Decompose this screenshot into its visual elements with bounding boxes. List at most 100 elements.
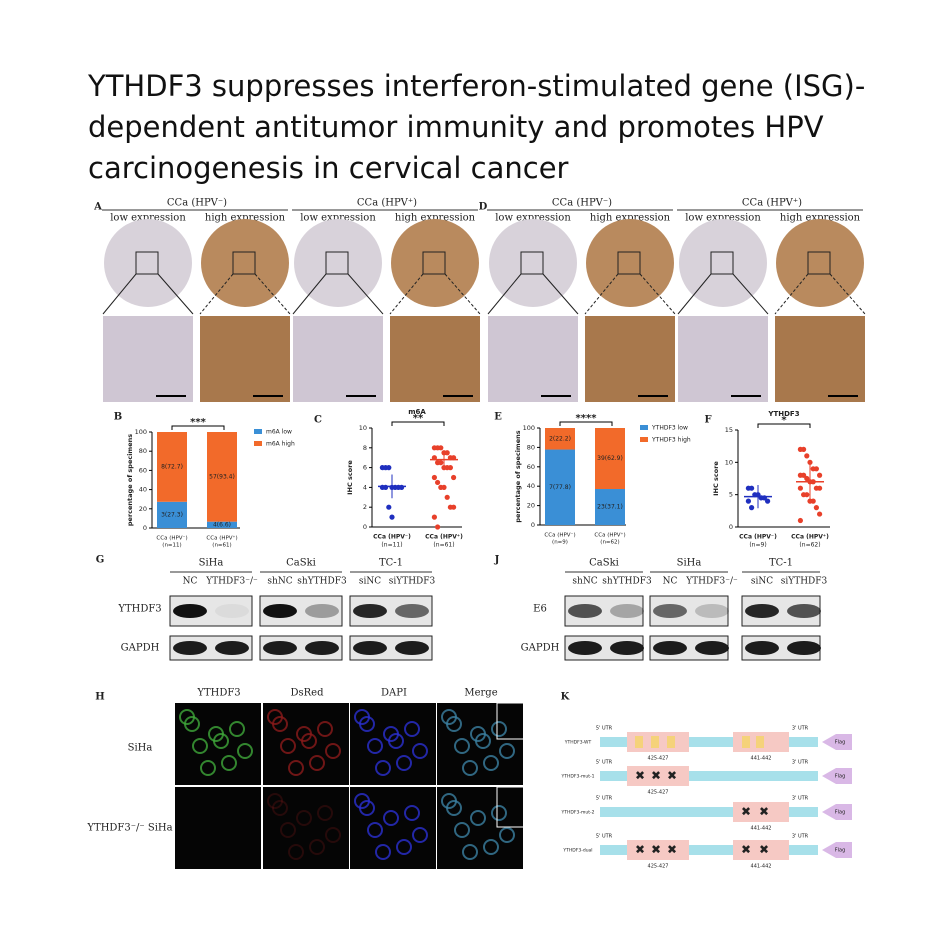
category-label: CCa (HPV⁺) xyxy=(594,532,625,539)
dot xyxy=(431,474,437,481)
dot xyxy=(451,474,457,481)
column-name: low expression xyxy=(495,213,571,224)
site-mark xyxy=(742,736,750,748)
mutation-mark: ✖ xyxy=(635,843,645,857)
blot xyxy=(649,595,729,627)
dot xyxy=(441,484,447,490)
band xyxy=(173,604,207,618)
category-note: (n=61) xyxy=(433,542,454,549)
cell xyxy=(192,738,208,754)
cell xyxy=(404,805,420,821)
dot xyxy=(444,450,450,456)
tissue-core xyxy=(679,219,767,307)
y-tick-label: 80 xyxy=(139,447,147,455)
zoom-box xyxy=(422,251,446,275)
inset xyxy=(496,786,526,828)
lane-label: shNC xyxy=(267,577,292,587)
cell xyxy=(267,793,283,809)
y-axis-label: percentage of specimens xyxy=(126,434,134,526)
bar-segment xyxy=(207,432,237,522)
category-note: (n=62) xyxy=(799,542,820,549)
bar-segment xyxy=(157,501,187,528)
dot xyxy=(399,484,405,490)
construct-name: YTHDF3-WT xyxy=(564,740,592,746)
category-note: (n=9) xyxy=(552,540,568,546)
category-label: CCa (HPV⁺) xyxy=(206,535,237,542)
band xyxy=(787,641,821,655)
category-label: CCa (HPV⁻) xyxy=(156,536,187,542)
micrograph xyxy=(175,787,261,869)
flag-tag xyxy=(822,804,852,820)
category-label: CCa (HPV⁺) xyxy=(791,534,829,541)
legend-label: m6A low xyxy=(266,429,292,436)
tissue-core xyxy=(391,219,479,307)
cell xyxy=(396,839,412,855)
site-mark xyxy=(756,736,764,748)
lane-label: NC xyxy=(183,577,198,587)
panel-label: G xyxy=(96,555,105,566)
cell xyxy=(280,822,296,838)
bar-segment xyxy=(545,428,575,450)
tissue-core xyxy=(294,219,382,307)
row-label: E6 xyxy=(533,604,547,615)
band xyxy=(568,604,602,618)
dot xyxy=(451,504,457,510)
band xyxy=(395,604,429,618)
zoom-box xyxy=(710,251,734,275)
category-label: CCa (HPV⁺) xyxy=(425,534,463,541)
cell xyxy=(213,733,229,749)
zoom-box xyxy=(617,251,641,275)
dot xyxy=(817,511,823,517)
tag-label: Flag xyxy=(835,740,846,746)
y-axis-label: IHC score xyxy=(712,461,720,496)
lane-label: YTHDF3⁻/⁻ xyxy=(685,577,738,587)
y-tick-label: 0 xyxy=(531,521,535,529)
row-label: GAPDH xyxy=(521,643,560,654)
significance: * xyxy=(781,415,787,426)
bar-segment xyxy=(157,432,187,502)
panel-label: K xyxy=(561,692,570,703)
dot xyxy=(435,479,441,486)
dot xyxy=(807,459,813,465)
panel-label: E xyxy=(494,412,502,423)
cell xyxy=(454,738,470,754)
utr-label: 3' UTR xyxy=(792,834,809,840)
cell xyxy=(462,760,478,776)
cell xyxy=(359,800,375,816)
micrograph xyxy=(263,787,349,869)
mutation-mark: ✖ xyxy=(741,805,751,819)
dot xyxy=(810,498,816,504)
zoom-line xyxy=(347,273,384,315)
dot xyxy=(817,472,823,478)
mutation-mark: ✖ xyxy=(651,843,661,857)
dot xyxy=(801,472,807,478)
band xyxy=(215,641,249,655)
column-name: high expression xyxy=(590,213,671,224)
cell xyxy=(446,800,462,816)
tissue-core xyxy=(201,219,289,307)
zoom-line xyxy=(199,273,234,315)
group-name: CaSki xyxy=(589,558,619,569)
y-axis-label: percentage of specimens xyxy=(514,430,522,522)
zoom-line xyxy=(292,273,327,315)
zoom-line xyxy=(487,273,522,315)
cell xyxy=(388,733,404,749)
tag-label: Flag xyxy=(835,774,846,780)
band xyxy=(568,641,602,655)
tissue-zoom xyxy=(390,316,480,402)
y-tick-label: 20 xyxy=(139,505,147,513)
cell xyxy=(296,810,312,826)
tissue-zoom xyxy=(200,316,290,402)
legend-swatch xyxy=(640,437,648,442)
y-tick-label: 80 xyxy=(527,443,535,451)
panel-label: D xyxy=(479,202,488,213)
significance-bracket xyxy=(559,421,613,426)
mutation-mark: ✖ xyxy=(635,769,645,783)
zoom-line xyxy=(677,273,712,315)
cell xyxy=(491,721,507,737)
y-tick-label: 6 xyxy=(363,464,367,472)
y-tick-label: 0 xyxy=(143,524,147,532)
band xyxy=(353,641,387,655)
lane-label: siNC xyxy=(751,577,773,587)
dot xyxy=(386,504,392,510)
